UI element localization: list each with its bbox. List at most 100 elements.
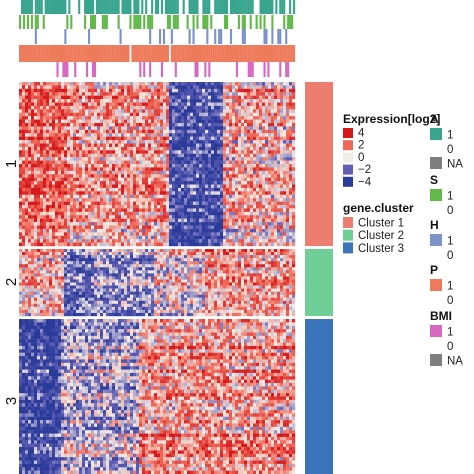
heatmap-cell bbox=[115, 255, 119, 259]
heatmap-cell bbox=[142, 102, 146, 107]
heatmap-cell bbox=[220, 198, 224, 202]
heatmap-cell bbox=[58, 150, 62, 154]
heatmap-cell bbox=[229, 85, 233, 90]
heatmap-cell bbox=[241, 242, 245, 247]
heatmap-cell bbox=[61, 191, 65, 195]
heatmap-cell bbox=[244, 194, 248, 199]
heatmap-cell bbox=[109, 102, 113, 107]
heatmap-cell bbox=[226, 211, 230, 216]
heatmap-cell bbox=[136, 85, 140, 90]
heatmap-cell bbox=[172, 249, 176, 253]
heatmap-cell bbox=[106, 225, 110, 230]
heatmap-cell bbox=[220, 109, 224, 113]
heatmap-cell bbox=[103, 160, 107, 165]
heatmap-cell bbox=[127, 228, 131, 233]
annotation-cell bbox=[109, 0, 112, 14]
heatmap-cell bbox=[109, 191, 113, 195]
heatmap-cell bbox=[31, 205, 35, 209]
heatmap-cell bbox=[286, 252, 290, 256]
heatmap-cell bbox=[139, 82, 143, 86]
heatmap-cell bbox=[175, 140, 179, 144]
heatmap-cell bbox=[43, 225, 47, 230]
heatmap-cell bbox=[226, 123, 230, 127]
heatmap-cell bbox=[211, 242, 215, 247]
heatmap-cell bbox=[283, 109, 287, 113]
heatmap-cell bbox=[25, 198, 29, 202]
heatmap-cell bbox=[40, 205, 44, 209]
annotation-cell bbox=[174, 62, 177, 77]
heatmap-cell bbox=[151, 218, 155, 223]
heatmap-cell bbox=[121, 177, 125, 182]
heatmap-cell bbox=[289, 239, 293, 243]
heatmap-cell bbox=[34, 133, 38, 137]
heatmap-cell bbox=[76, 150, 80, 154]
heatmap-cell bbox=[142, 252, 146, 256]
heatmap-cell bbox=[22, 92, 26, 96]
heatmap-cell bbox=[211, 157, 215, 161]
heatmap-cell bbox=[118, 164, 122, 168]
heatmap-cell bbox=[133, 164, 137, 168]
heatmap-cell bbox=[202, 184, 206, 189]
heatmap-cell bbox=[274, 211, 278, 216]
heatmap-cell bbox=[112, 119, 116, 124]
heatmap-cell bbox=[229, 232, 233, 236]
heatmap-cell bbox=[217, 201, 221, 206]
heatmap-cell bbox=[169, 181, 173, 185]
heatmap-cell bbox=[70, 82, 74, 86]
heatmap-cell bbox=[124, 249, 128, 253]
heatmap-cell bbox=[19, 225, 23, 230]
heatmap-cell bbox=[145, 242, 149, 247]
annotation-cell bbox=[277, 29, 280, 44]
heatmap-cell bbox=[214, 112, 218, 117]
heatmap-cell bbox=[148, 99, 152, 103]
heatmap-cell bbox=[181, 102, 185, 107]
heatmap-cell bbox=[85, 187, 89, 192]
heatmap-cell bbox=[70, 160, 74, 165]
heatmap-cell bbox=[97, 222, 101, 226]
heatmap-cell bbox=[235, 85, 239, 90]
heatmap-cell bbox=[166, 157, 170, 161]
heatmap-cell bbox=[55, 249, 59, 253]
heatmap-cell bbox=[49, 215, 53, 219]
heatmap-cell bbox=[172, 92, 176, 96]
heatmap-cell bbox=[55, 242, 59, 247]
heatmap-cell bbox=[178, 225, 182, 230]
heatmap-cell bbox=[79, 198, 83, 202]
heatmap-cell bbox=[232, 170, 236, 175]
heatmap-cell bbox=[196, 88, 200, 93]
heatmap-cell bbox=[154, 143, 158, 148]
heatmap-cell bbox=[49, 109, 53, 113]
heatmap-cell bbox=[55, 252, 59, 256]
heatmap-cell bbox=[286, 235, 290, 240]
heatmap-cell bbox=[292, 112, 296, 117]
heatmap-cell bbox=[199, 235, 203, 240]
heatmap-cell bbox=[88, 184, 92, 189]
heatmap-cell bbox=[199, 170, 203, 175]
heatmap-cell bbox=[271, 129, 275, 134]
heatmap-cell bbox=[145, 198, 149, 202]
heatmap-cell bbox=[94, 112, 98, 117]
heatmap-cell bbox=[190, 201, 194, 206]
heatmap-cell bbox=[103, 222, 107, 226]
heatmap-cell bbox=[130, 184, 134, 189]
heatmap-cell bbox=[145, 102, 149, 107]
heatmap-cell bbox=[79, 129, 83, 134]
heatmap-cell bbox=[76, 170, 80, 175]
heatmap-cell bbox=[82, 249, 86, 253]
heatmap-cell bbox=[106, 119, 110, 124]
heatmap-cell bbox=[148, 140, 152, 144]
heatmap-cell bbox=[61, 170, 65, 175]
heatmap-cell bbox=[211, 95, 215, 100]
heatmap-cell bbox=[88, 225, 92, 230]
heatmap-cell bbox=[262, 225, 266, 230]
heatmap-cell bbox=[166, 170, 170, 175]
heatmap-cell bbox=[265, 232, 269, 236]
heatmap-cell bbox=[178, 239, 182, 243]
heatmap-cell bbox=[136, 215, 140, 219]
heatmap-cell bbox=[289, 232, 293, 236]
heatmap-cell bbox=[88, 222, 92, 226]
heatmap-cell bbox=[232, 198, 236, 202]
heatmap-cell bbox=[166, 194, 170, 199]
heatmap-cell bbox=[40, 201, 44, 206]
heatmap-cell bbox=[106, 184, 110, 189]
